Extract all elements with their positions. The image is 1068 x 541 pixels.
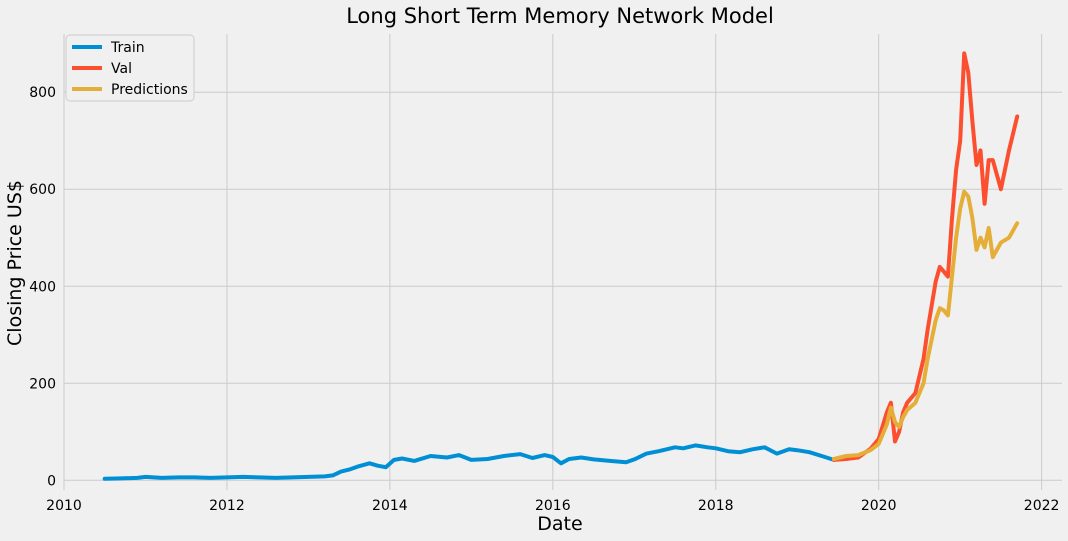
legend-label-predictions: Predictions [111,82,188,98]
legend-label-val: Val [111,61,132,77]
x-tick-label: 2012 [209,498,245,514]
legend-box [65,34,195,102]
grid [63,34,1062,490]
x-tick-label: 2022 [1024,498,1060,514]
series-line-predictions [831,189,1020,461]
y-tick-label: 0 [47,473,56,489]
y-tick-label: 400 [29,279,56,295]
series-lines [102,51,1020,481]
y-tick-label: 200 [29,376,56,392]
y-tick-label: 800 [29,85,56,101]
chart-title: Long Short Term Memory Network Model [346,4,774,28]
series-line-train [102,443,836,481]
x-axis-label: Date [537,513,582,535]
x-axis-ticks: 2010 2012 2014 2016 2018 2020 2022 [46,498,1059,514]
series-line-val [831,51,1020,462]
legend-label-train: Train [110,40,145,56]
x-tick-label: 2014 [372,498,408,514]
x-tick-label: 2018 [698,498,734,514]
y-tick-label: 600 [29,182,56,198]
x-tick-label: 2016 [535,498,571,514]
x-tick-label: 2010 [46,498,82,514]
y-axis-label: Closing Price US$ [4,180,26,346]
x-tick-label: 2020 [861,498,897,514]
legend: Train Val Predictions [65,34,195,102]
y-axis-ticks: 0 200 400 600 800 [29,85,56,489]
